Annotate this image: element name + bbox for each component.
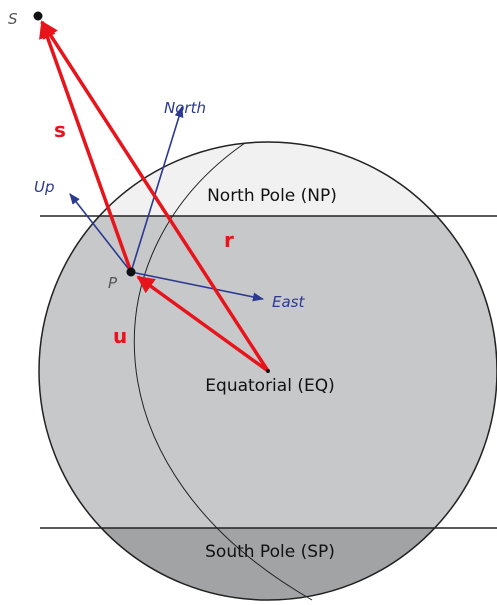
- label-sp: South Pole (SP): [205, 542, 335, 562]
- r-vector: [40, 20, 270, 372]
- label-np: North Pole (NP): [207, 186, 337, 206]
- label-north: North: [164, 99, 206, 117]
- label-s-vector: s: [54, 118, 66, 142]
- sun-point: [33, 11, 43, 21]
- u-vector: [136, 275, 270, 373]
- label-r-vector: r: [224, 228, 234, 252]
- center-point: [266, 369, 270, 373]
- label-up: Up: [34, 178, 55, 196]
- position-point: [126, 267, 136, 277]
- meridian: [133, 142, 313, 601]
- s-vector: [39, 20, 133, 273]
- label-eq: Equatorial (EQ): [205, 376, 334, 396]
- label-u-vector: u: [113, 324, 127, 348]
- sphere-outline: [38, 141, 497, 601]
- up-arrow: [69, 193, 132, 273]
- label-p-point: P: [108, 274, 118, 292]
- north-arrow: [130, 105, 184, 273]
- label-east: East: [272, 293, 305, 311]
- label-s-point: S: [8, 10, 18, 28]
